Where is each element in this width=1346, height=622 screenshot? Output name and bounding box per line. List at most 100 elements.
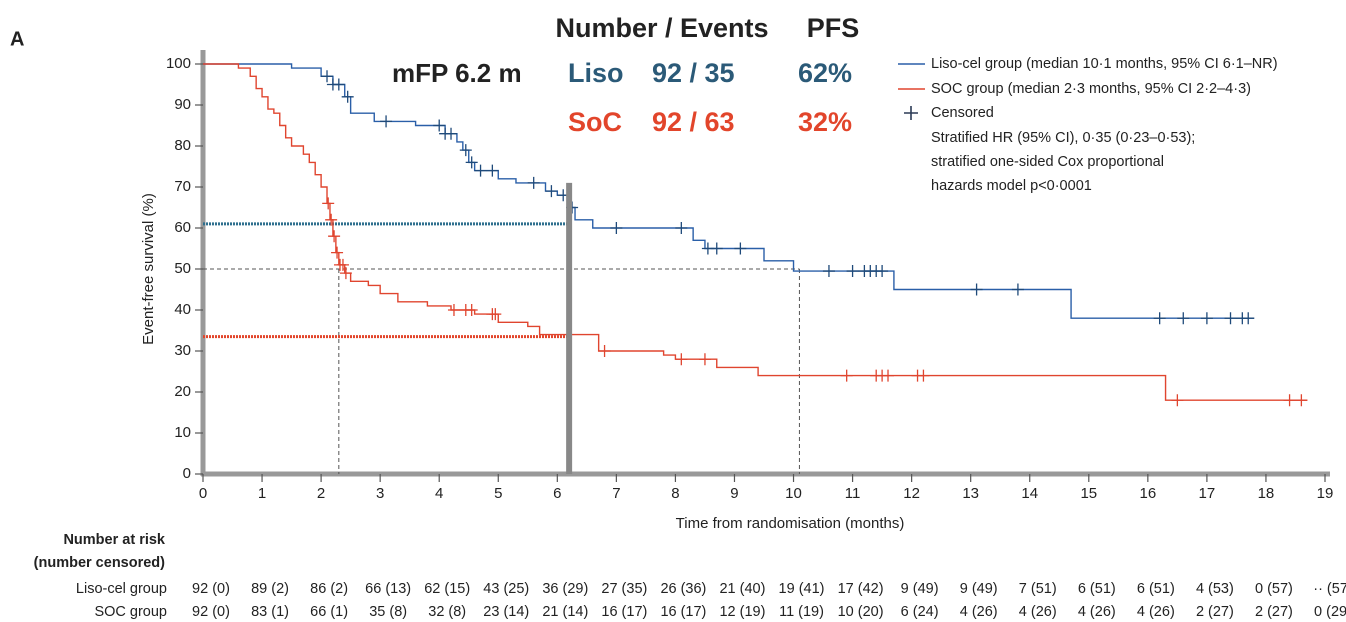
x-axis-label: Time from randomisation (months) <box>676 515 905 532</box>
y-tick-label: 80 <box>174 137 191 154</box>
risk-cell: 83 (1) <box>251 604 289 620</box>
risk-cell: 32 (8) <box>428 604 466 620</box>
censor-mark <box>876 265 889 278</box>
risk-cell: 4 (26) <box>1078 604 1116 620</box>
risk-cell: 62 (15) <box>424 581 470 597</box>
censor-mark <box>328 230 341 243</box>
survival-curve <box>203 63 1255 319</box>
risk-cell: 9 (49) <box>901 581 939 597</box>
risk-cell: 16 (17) <box>601 604 647 620</box>
censor-mark <box>610 222 623 234</box>
censor-mark <box>698 353 711 366</box>
risk-cell: 92 (0) <box>192 604 230 620</box>
risk-cell: 2 (27) <box>1196 604 1234 620</box>
y-tick-label: 20 <box>174 383 191 400</box>
risk-title: (number censored) <box>34 555 165 571</box>
risk-cell: 23 (14) <box>483 604 529 620</box>
risk-cell: 6 (51) <box>1137 581 1175 597</box>
risk-cell: 66 (1) <box>310 604 348 620</box>
y-tick-label: 90 <box>174 96 191 113</box>
x-tick-label: 16 <box>1139 485 1156 502</box>
y-tick-label: 60 <box>174 219 191 236</box>
censor-mark <box>734 242 747 255</box>
y-tick-label: 10 <box>174 424 191 441</box>
censor-mark <box>1295 394 1308 407</box>
header-events: 92 / 35 <box>652 58 735 88</box>
risk-cell: 89 (2) <box>251 581 289 597</box>
censor-mark <box>1171 394 1184 407</box>
censor-mark <box>1011 283 1024 296</box>
header-name: Liso <box>568 58 624 88</box>
x-tick-label: 17 <box>1199 485 1216 502</box>
censor-mark <box>1153 312 1166 325</box>
censor-mark <box>1177 312 1190 325</box>
censor-mark <box>433 119 446 132</box>
risk-cell: 66 (13) <box>365 581 411 597</box>
x-tick-label: 9 <box>730 485 738 502</box>
risk-cell: 43 (25) <box>483 581 529 597</box>
censor-mark <box>545 185 558 198</box>
risk-cell: 12 (19) <box>719 604 765 620</box>
x-tick-label: 18 <box>1258 485 1275 502</box>
risk-cell: 11 (19) <box>779 604 824 620</box>
censor-mark <box>380 115 393 128</box>
censor-mark <box>1224 312 1237 325</box>
x-tick-label: 6 <box>553 485 561 502</box>
censor-mark <box>882 369 895 382</box>
censor-mark <box>917 369 930 382</box>
censor-mark <box>527 176 540 189</box>
risk-cell: 6 (24) <box>901 604 939 620</box>
y-tick-label: 30 <box>174 342 191 359</box>
risk-cell: 27 (35) <box>601 581 647 597</box>
y-tick-label: 100 <box>166 55 191 72</box>
risk-cell: 4 (53) <box>1196 581 1234 597</box>
risk-cell: 17 (42) <box>838 581 884 597</box>
x-tick-label: 7 <box>612 485 620 502</box>
censor-mark <box>465 156 478 169</box>
y-tick-label: 40 <box>174 301 191 318</box>
censor-mark <box>1283 394 1296 407</box>
x-tick-label: 2 <box>317 485 325 502</box>
x-tick-label: 8 <box>671 485 679 502</box>
risk-cell: 35 (8) <box>369 604 407 620</box>
censor-mark <box>486 164 499 177</box>
legend-censored: Censored <box>931 105 994 121</box>
censor-mark <box>846 265 859 278</box>
risk-cell: 10 (20) <box>838 604 884 620</box>
x-tick-label: 12 <box>903 485 920 502</box>
header-pfs: 62% <box>798 58 852 88</box>
risk-title: Number at risk <box>63 532 165 548</box>
y-tick-label: 70 <box>174 178 191 195</box>
censor-legend-icon <box>904 106 918 120</box>
risk-cell: 21 (40) <box>719 581 765 597</box>
y-axis-label: Event-free survival (%) <box>140 193 157 345</box>
survival-curve <box>203 63 1308 401</box>
x-tick-label: 19 <box>1317 485 1334 502</box>
y-tick-label: 50 <box>174 260 191 277</box>
censor-mark <box>1200 312 1213 325</box>
legend-note: hazards model p<0·0001 <box>931 178 1092 194</box>
censor-mark <box>322 197 335 210</box>
censor-mark <box>675 222 688 234</box>
risk-cell: ·· (57) <box>1313 581 1346 597</box>
header-col1: Number / Events <box>555 13 768 43</box>
censor-mark <box>598 345 611 357</box>
x-tick-label: 5 <box>494 485 502 502</box>
censor-mark <box>474 164 487 177</box>
header-name: SoC <box>568 107 622 137</box>
censor-mark <box>341 90 354 103</box>
censor-mark <box>489 308 502 321</box>
risk-cell: 0 (29) <box>1314 604 1346 620</box>
censor-mark <box>336 258 349 271</box>
censor-mark <box>459 144 472 157</box>
censor-mark <box>822 265 835 278</box>
x-tick-label: 14 <box>1021 485 1038 502</box>
risk-cell: 4 (26) <box>1137 604 1175 620</box>
x-tick-label: 11 <box>845 485 861 502</box>
censor-mark <box>321 70 334 83</box>
risk-row-label: SOC group <box>94 604 167 620</box>
legend-note: stratified one-sided Cox proportional <box>931 154 1164 170</box>
censor-mark <box>675 353 688 366</box>
risk-cell: 2 (27) <box>1255 604 1293 620</box>
